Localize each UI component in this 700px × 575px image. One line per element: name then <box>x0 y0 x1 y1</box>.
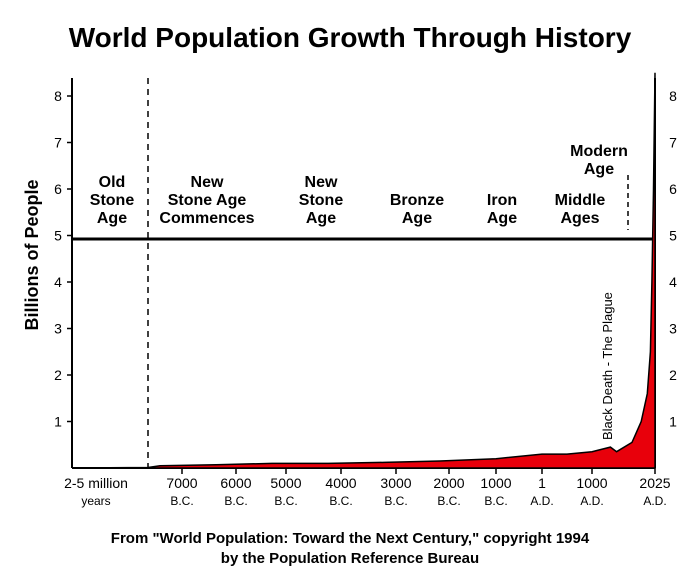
chart-title: World Population Growth Through History <box>69 22 632 53</box>
y-tick-label-right: 3 <box>669 321 677 337</box>
x-tick-sublabel: B.C. <box>384 494 407 508</box>
x-tick-sublabel: B.C. <box>437 494 460 508</box>
x-tick-sublabel: B.C. <box>170 494 193 508</box>
y-tick-label-right: 7 <box>669 135 677 151</box>
x-tick-sublabel: B.C. <box>329 494 352 508</box>
era-label: New Stone Age Commences <box>159 174 254 227</box>
black-death-annotation: Black Death - The Plague <box>600 292 615 440</box>
era-label: Middle Ages <box>555 192 606 227</box>
x-tick-sublabel: A.D. <box>530 494 553 508</box>
y-tick-label-left: 6 <box>54 181 62 197</box>
y-tick-label-left: 1 <box>54 414 62 430</box>
x-tick-label: 6000 <box>220 475 251 491</box>
x-tick-sublabel: B.C. <box>274 494 297 508</box>
y-tick-label-left: 8 <box>54 88 62 104</box>
x-tick-sublabel: A.D. <box>643 494 666 508</box>
y-tick-label-left: 3 <box>54 321 62 337</box>
y-tick-label-right: 1 <box>669 414 677 430</box>
x-tick-label: 1 <box>538 475 546 491</box>
y-tick-label-right: 2 <box>669 367 677 383</box>
y-tick-label-right: 5 <box>669 228 677 244</box>
era-label: Iron Age <box>487 192 517 227</box>
era-labels: Old Stone Age New Stone Age Commences New Stone… <box>90 143 628 227</box>
era-label: Modern Age <box>570 143 628 178</box>
x-tick-label: 2000 <box>433 475 464 491</box>
x-tick-sublabel: B.C. <box>484 494 507 508</box>
y-axis-label: Billions of People <box>22 179 42 330</box>
x-ticks: 2-5 million years 7000 B.C. 6000 B.C. 5000 B.C.… <box>64 468 671 508</box>
x-tick-label: 2025 <box>639 475 670 491</box>
source-line-2: by the Population Reference Bureau <box>221 550 479 567</box>
source-line-1: From "World Population: Toward the Next … <box>111 530 590 547</box>
x-tick-label: 5000 <box>270 475 301 491</box>
y-tick-label-left: 5 <box>54 228 62 244</box>
x-tick-label: 1000 <box>576 475 607 491</box>
y-tick-label-right: 8 <box>669 88 677 104</box>
era-label: New Stone Age <box>299 174 344 227</box>
x-tick-label: 4000 <box>325 475 356 491</box>
era-label: Old Stone Age <box>90 174 135 227</box>
x-tick-label: 2-5 million <box>64 475 128 491</box>
population-area-fill <box>71 72 656 469</box>
population-area <box>71 72 656 469</box>
y-tick-label-left: 4 <box>54 274 62 290</box>
x-tick-label: 7000 <box>166 475 197 491</box>
x-tick-label: 3000 <box>380 475 411 491</box>
x-tick-label: 1000 <box>480 475 511 491</box>
x-tick-sublabel: years <box>81 494 110 508</box>
y-tick-label-right: 4 <box>669 274 677 290</box>
y-tick-label-right: 6 <box>669 181 677 197</box>
y-ticks: 1 1 2 2 3 3 4 4 5 5 6 6 7 7 8 8 <box>54 88 677 430</box>
y-tick-label-left: 7 <box>54 135 62 151</box>
era-label: Bronze Age <box>390 192 444 227</box>
x-tick-sublabel: B.C. <box>224 494 247 508</box>
x-tick-sublabel: A.D. <box>580 494 603 508</box>
y-tick-label-left: 2 <box>54 367 62 383</box>
